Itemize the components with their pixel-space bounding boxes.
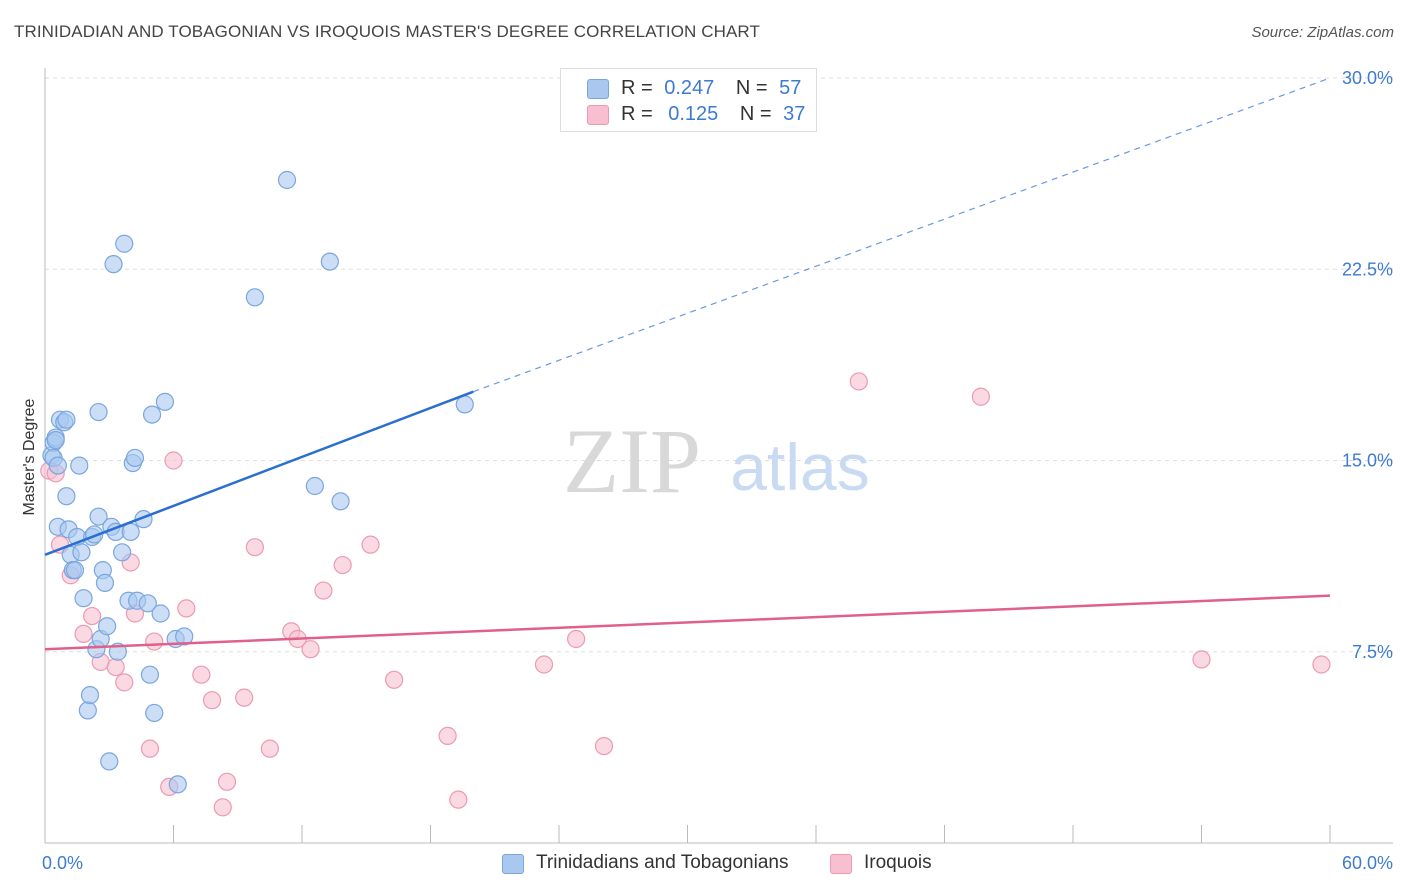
trinidadian-point [168,775,187,794]
trinidadian-point [331,492,350,511]
iroquois-point [260,739,279,758]
iroquois-point [213,798,232,817]
r-value: 0.125 [668,103,719,125]
iroquois-point [164,451,183,470]
y-tick-label: 22.5% [1342,259,1393,279]
iroquois-point [192,665,211,684]
iroquois-point [217,772,237,791]
iroquois-point [301,640,320,659]
trinidadian-point [305,476,324,496]
iroquois-point [145,632,164,651]
iroquois-point [594,736,614,756]
n-value: 57 [779,77,802,99]
iroquois-swatch [830,854,852,874]
iroquois-point [202,691,222,710]
x-tick-label: 60.0% [1342,853,1393,873]
data-points [40,170,1331,817]
trinidadian-point [151,604,170,623]
trinidadian-point [80,685,100,705]
iroquois-point [235,688,254,707]
chart-title: TRINIDADIAN AND TOBAGONIAN VS IROQUOIS M… [14,22,760,41]
y-tick-label: 30.0% [1342,68,1393,88]
iroquois-point [384,670,404,689]
iroquois-point [177,599,196,618]
iroquois-point [106,657,125,677]
trinidadian-point [89,507,108,526]
trinidadian-point [74,589,93,608]
r-value: 0.247 [664,77,715,99]
trend-lines [44,77,1331,651]
r-label: R = [621,77,653,99]
trinidadian-point [48,456,67,475]
trinidadian-point [57,487,76,506]
axes [44,68,1393,844]
trinidadian-point [57,410,76,429]
iroquois-swatch [587,105,609,125]
legend-label: Trinidadians and Tobagonians [536,852,789,873]
n-label: N = [735,77,768,99]
iroquois-point [333,555,352,575]
iroquois-point [438,726,457,746]
trinidadian-point [245,288,264,307]
trinidadian-trend-line [44,390,474,557]
trinidadian-point [104,255,123,274]
trinidadian-point [138,594,157,613]
n-label: N = [739,103,772,125]
trinidadian-point [65,561,85,580]
iroquois-point [1312,655,1331,674]
iroquois-point [534,655,554,674]
trinidadian-swatch [502,854,524,874]
trinidadian-trend-extension [473,77,1331,393]
y-tick-label: 7.5% [1352,642,1393,662]
trinidadian-point [98,617,117,636]
trinidadian-point [89,402,108,422]
trinidadian-point [125,448,145,468]
trinidadian-point [155,392,175,411]
trinidadian-point [145,703,164,723]
tick-labels: 7.5% 15.0% 22.5% 30.0% 0.0% 60.0% [42,68,1393,873]
trinidadian-point [46,431,65,450]
iroquois-trend-line [44,594,1331,651]
iroquois-point [83,606,102,626]
y-tick-label: 15.0% [1342,451,1393,471]
trinidadian-point [78,701,97,720]
y-axis-label: Master's Degree [21,398,38,515]
trinidadian-point [277,170,297,190]
legend-label: Iroquois [864,852,932,873]
stats-legend: R = 0.247 N = 57 R = 0.125 N = 37 [560,68,817,132]
iroquois-point [849,372,868,391]
iroquois-point [74,624,93,644]
trinidadian-point [100,752,119,771]
trinidadian-point [140,665,160,684]
iroquois-point [361,535,380,554]
trinidadian-point [121,522,140,542]
trinidadian-point [175,627,194,646]
watermark: ZIP atlas [563,410,870,512]
trinidadian-point [112,543,132,562]
iroquois-point [1192,650,1211,669]
iroquois-point [971,387,991,406]
watermark-atlas: atlas [730,430,869,504]
gridlines [45,77,1393,653]
iroquois-point [449,790,468,809]
iroquois-point [567,629,586,649]
r-label: R = [621,103,653,125]
trinidadian-point [95,573,115,593]
iroquois-point [314,581,333,600]
iroquois-point [140,739,160,758]
trinidadian-point [72,543,91,562]
trinidadian-point [320,252,339,271]
trinidadian-point [70,456,89,475]
trinidadian-swatch [587,79,609,99]
n-value: 37 [783,103,806,125]
trinidadian-point [142,405,162,424]
iroquois-point [115,673,134,692]
x-tick-label: 0.0% [42,853,83,873]
source-label: Source: ZipAtlas.com [1251,24,1394,41]
trinidadian-point [115,234,134,253]
iroquois-point [245,538,264,557]
watermark-zip: ZIP [563,410,701,512]
